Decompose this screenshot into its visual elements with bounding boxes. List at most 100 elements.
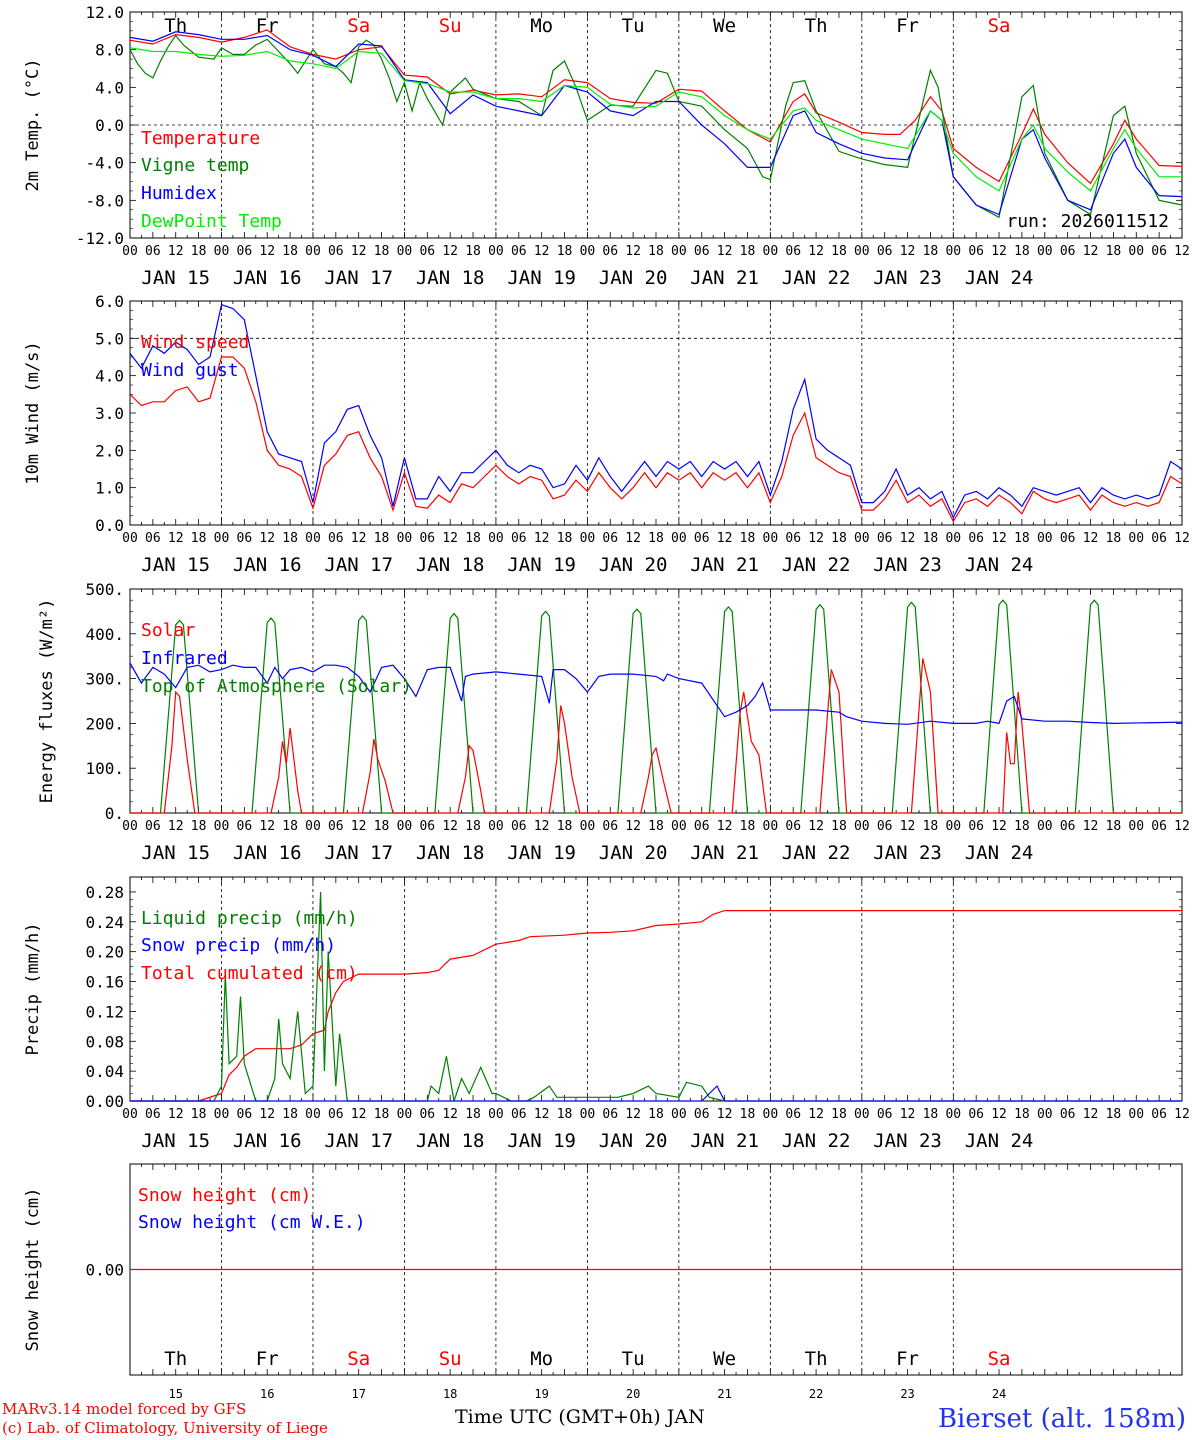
series-line-total-cumulated-cm- <box>130 909 1182 1102</box>
series-line-top-of-atmosphere-solar- <box>130 599 1182 814</box>
weekday-bottom: Th <box>805 1348 828 1370</box>
x-hour-label: 12 <box>808 1107 824 1122</box>
x-hour-label: 00 <box>488 819 504 834</box>
day-number-label: 22 <box>809 1387 823 1401</box>
x-hour-label: 00 <box>214 531 230 546</box>
x-hour-label: 18 <box>1014 244 1030 259</box>
x-hour-label: 12 <box>717 531 733 546</box>
x-hour-label: 12 <box>717 244 733 259</box>
y-tick-label: 1.0 <box>95 479 124 498</box>
x-hour-label: 12 <box>625 244 641 259</box>
x-hour-label: 06 <box>419 531 435 546</box>
x-hour-label: 06 <box>694 819 710 834</box>
x-hour-label: 12 <box>534 819 550 834</box>
x-hour-label: 00 <box>580 244 596 259</box>
x-hour-label: 18 <box>831 244 847 259</box>
series-line-temperature <box>129 29 1183 185</box>
x-date-label: JAN 24 <box>965 1130 1034 1152</box>
x-hour-label: 00 <box>122 819 138 834</box>
x-hour-label: 00 <box>671 819 687 834</box>
y-tick-label: 6.0 <box>95 292 124 311</box>
x-hour-label: 00 <box>488 244 504 259</box>
x-hour-label: 06 <box>145 1107 161 1122</box>
x-hour-label: 00 <box>763 531 779 546</box>
x-hour-label: 00 <box>854 531 870 546</box>
series-line-wind-gust <box>129 303 1183 519</box>
x-hour-label: 06 <box>1151 819 1167 834</box>
y-tick-label: 0.04 <box>85 1062 124 1081</box>
x-hour-label: 18 <box>191 244 207 259</box>
weekday-top: Fr <box>256 15 279 37</box>
x-date-label: JAN 17 <box>324 267 393 289</box>
x-hour-label: 18 <box>465 531 481 546</box>
x-hour-label: 12 <box>534 531 550 546</box>
x-hour-label: 18 <box>557 244 573 259</box>
y-tick-label: 12.0 <box>85 3 124 22</box>
x-date-label: JAN 23 <box>873 842 942 864</box>
x-hour-label: 00 <box>397 819 413 834</box>
legend-entry: Solar <box>141 620 195 641</box>
x-hour-label: 00 <box>488 531 504 546</box>
x-hour-label: 12 <box>991 531 1007 546</box>
x-hour-label: 18 <box>374 1107 390 1122</box>
x-hour-label: 18 <box>740 1107 756 1122</box>
x-hour-label: 12 <box>1174 244 1190 259</box>
x-hour-label: 00 <box>763 244 779 259</box>
x-hour-label: 18 <box>1106 1107 1122 1122</box>
legend-entry: Snow height (cm) <box>138 1185 311 1206</box>
y-tick-label: 0.08 <box>85 1032 124 1051</box>
x-hour-label: 00 <box>1037 819 1053 834</box>
x-hour-label: 12 <box>351 1107 367 1122</box>
x-hour-label: 06 <box>694 244 710 259</box>
x-hour-label: 12 <box>534 1107 550 1122</box>
x-date-label: JAN 24 <box>965 554 1034 576</box>
x-date-label: JAN 22 <box>782 842 851 864</box>
x-hour-label: 12 <box>625 1107 641 1122</box>
x-date-label: JAN 23 <box>873 554 942 576</box>
x-hour-label: 18 <box>557 819 573 834</box>
x-hour-label: 12 <box>991 244 1007 259</box>
x-date-label: JAN 16 <box>233 842 302 864</box>
x-hour-label: 06 <box>237 819 253 834</box>
x-hour-label: 06 <box>1060 819 1076 834</box>
x-hour-label: 00 <box>1037 244 1053 259</box>
x-hour-label: 00 <box>854 244 870 259</box>
x-date-label: JAN 18 <box>416 267 485 289</box>
chart-panel-1: 12.0 8.0 4.0 0.0 -4.0 -8.0 -12.0 2m Temp. (°C) T… <box>23 3 1190 289</box>
series-line-infrared <box>129 662 1183 725</box>
x-hour-label: 00 <box>945 1107 961 1122</box>
x-hour-label: 06 <box>145 819 161 834</box>
x-date-label: JAN 19 <box>507 1130 576 1152</box>
x-hour-label: 12 <box>991 819 1007 834</box>
y-tick-label: 5.0 <box>95 329 124 348</box>
x-hour-label: 00 <box>214 1107 230 1122</box>
series-line-vigne-temp <box>129 34 1183 219</box>
y-tick-label: 0.0 <box>95 116 124 135</box>
x-hour-label: 12 <box>900 244 916 259</box>
x-hour-label: 00 <box>122 531 138 546</box>
x-hour-label: 18 <box>831 1107 847 1122</box>
x-hour-label: 18 <box>191 1107 207 1122</box>
x-hour-label: 18 <box>923 819 939 834</box>
x-hour-label: 06 <box>511 531 527 546</box>
weekday-bottom: Sa <box>988 1348 1011 1370</box>
x-hour-label: 18 <box>923 531 939 546</box>
x-hour-label: 06 <box>328 819 344 834</box>
x-hour-label: 00 <box>1037 1107 1053 1122</box>
series-line-solar <box>130 658 1182 814</box>
x-hour-label: 18 <box>831 531 847 546</box>
day-number-label: 17 <box>351 1387 365 1401</box>
weekday-top: Mo <box>530 15 553 37</box>
lab-credit-line: (c) Lab. of Climatology, University of L… <box>2 1419 328 1437</box>
x-hour-label: 00 <box>1128 819 1144 834</box>
y-tick-label: -4.0 <box>85 154 124 173</box>
legend-entry: Wind gust <box>141 360 239 381</box>
x-date-label: JAN 18 <box>416 842 485 864</box>
weekday-bottom: Sa <box>347 1348 370 1370</box>
x-hour-label: 00 <box>214 244 230 259</box>
weekday-bottom: Th <box>164 1348 187 1370</box>
x-hour-label: 12 <box>442 819 458 834</box>
x-hour-label: 18 <box>923 1107 939 1122</box>
x-hour-label: 12 <box>259 531 275 546</box>
x-hour-label: 06 <box>328 531 344 546</box>
